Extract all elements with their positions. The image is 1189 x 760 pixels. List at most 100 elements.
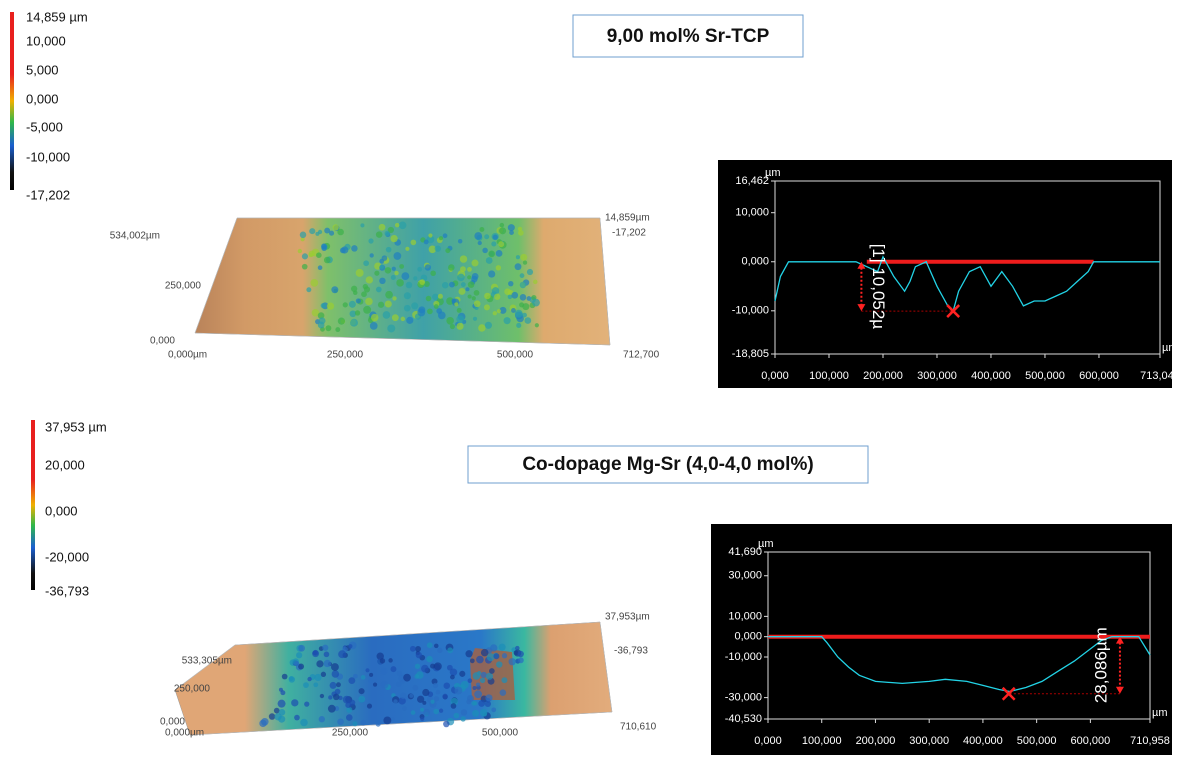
- texture-dot: [438, 708, 444, 713]
- texture-dot: [334, 688, 341, 695]
- texture-dot: [335, 327, 341, 333]
- texture-dot: [473, 701, 478, 706]
- texture-dot: [415, 645, 422, 652]
- texture-dot: [441, 281, 449, 289]
- texture-dot: [336, 682, 341, 688]
- texture-dot: [409, 693, 414, 698]
- texture-dot: [323, 659, 332, 668]
- texture-dot: [519, 273, 525, 278]
- x-tick-label: 710,958: [1130, 735, 1170, 747]
- texture-dot: [370, 313, 379, 322]
- arrow-head: [1115, 686, 1124, 694]
- texture-dot: [430, 270, 436, 277]
- texture-dot: [515, 645, 520, 651]
- texture-dot: [332, 224, 339, 231]
- texture-dot: [369, 253, 374, 258]
- texture-dot: [534, 323, 539, 328]
- texture-dot: [467, 266, 472, 272]
- surface-axis-label: -36,793: [614, 646, 648, 657]
- texture-dot: [522, 312, 527, 318]
- texture-dot: [385, 246, 392, 253]
- y-tick-label: 10,000: [735, 207, 769, 219]
- texture-dot: [425, 295, 432, 302]
- texture-dot: [437, 647, 443, 654]
- texture-dot: [518, 230, 524, 236]
- texture-dot: [449, 281, 455, 288]
- texture-dot: [317, 229, 323, 235]
- texture-dot: [323, 256, 331, 264]
- x-tick-label: 200,000: [856, 735, 896, 747]
- texture-dot: [480, 671, 487, 679]
- texture-dot: [520, 253, 528, 261]
- texture-dot: [329, 681, 337, 689]
- texture-dot: [450, 674, 455, 680]
- texture-dot: [472, 686, 477, 691]
- texture-dot: [519, 281, 527, 289]
- texture-dot: [349, 318, 358, 327]
- texture-dot: [474, 690, 482, 699]
- texture-dot: [522, 260, 528, 265]
- surface-axes: [194, 217, 611, 346]
- texture-dot: [476, 671, 482, 676]
- texture-dot: [492, 311, 497, 316]
- texture-dot: [446, 297, 454, 305]
- surface-axis-label: 533,305µm: [182, 656, 232, 667]
- texture-dot: [398, 221, 407, 230]
- texture-dot: [486, 653, 495, 662]
- texture-dot: [383, 716, 392, 725]
- texture-dot: [450, 703, 457, 709]
- colorbar-label: 20,000: [45, 457, 85, 472]
- texture-dot: [387, 226, 395, 234]
- texture-dot: [480, 648, 489, 657]
- texture-dot: [457, 238, 463, 244]
- texture-dot: [409, 645, 416, 652]
- y-tick-label: -10,000: [725, 651, 762, 663]
- texture-dot: [396, 670, 403, 677]
- y-tick-label: 41,690: [728, 546, 762, 558]
- y-tick-label: 0,000: [741, 256, 769, 268]
- texture-dot: [410, 710, 416, 715]
- profile-line: [768, 636, 1151, 693]
- x-tick-label: 400,000: [963, 735, 1003, 747]
- texture-dot: [374, 270, 380, 276]
- texture-dot: [278, 708, 286, 716]
- surface-axis-label: 250,000: [332, 728, 369, 739]
- texture-dot: [496, 661, 503, 668]
- texture-dot: [422, 688, 430, 697]
- texture-dot: [501, 677, 508, 684]
- texture-dot: [507, 294, 513, 300]
- texture-dot: [438, 236, 444, 241]
- texture-dot: [342, 302, 348, 308]
- texture-dot: [375, 286, 382, 293]
- measure-label: 28,086µm: [1091, 627, 1110, 703]
- texture-dot: [412, 684, 419, 691]
- surface-axis-label: 250,000: [165, 281, 202, 292]
- texture-dot: [288, 676, 296, 683]
- texture-dot: [348, 300, 356, 308]
- texture-dot: [358, 695, 366, 703]
- texture-dot: [420, 716, 425, 721]
- texture-dot: [472, 316, 478, 321]
- texture-dot: [474, 232, 483, 240]
- texture-dot: [365, 276, 373, 284]
- texture-dot: [317, 265, 323, 271]
- texture-dot: [517, 226, 523, 232]
- texture-dot: [478, 700, 485, 707]
- texture-dot: [327, 704, 336, 713]
- texture-dot: [430, 663, 436, 669]
- texture-dot: [363, 305, 372, 314]
- texture-dot: [459, 670, 466, 677]
- texture-dot: [379, 277, 386, 285]
- texture-dot: [268, 713, 276, 720]
- chart-background: [718, 160, 1172, 388]
- y-axis-label: µm: [765, 167, 781, 179]
- x-tick-label: 500,000: [1025, 370, 1065, 382]
- texture-dot: [355, 268, 364, 277]
- texture-dot: [309, 228, 316, 235]
- texture-dot: [351, 245, 358, 252]
- texture-dot: [467, 281, 475, 288]
- texture-dot: [300, 237, 305, 242]
- texture-dot: [423, 280, 430, 287]
- colorbar-label: 5,000: [26, 62, 59, 77]
